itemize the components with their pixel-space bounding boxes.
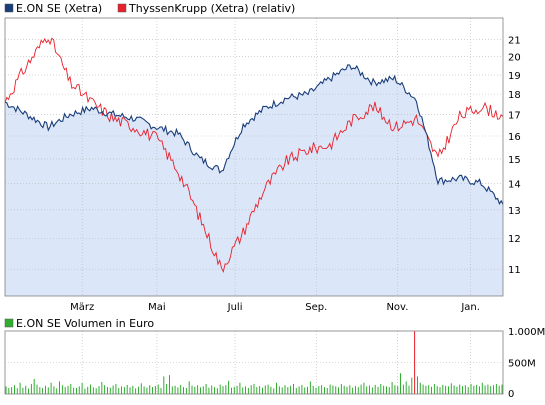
x-tick-label: Jan. bbox=[460, 302, 480, 313]
price-plot-area bbox=[4, 17, 504, 297]
x-tick-label: Sep. bbox=[305, 302, 327, 313]
y-tick-label: 19 bbox=[508, 71, 521, 82]
volume-tick-label: 1.000M bbox=[508, 327, 545, 338]
y-tick-label: 16 bbox=[508, 132, 521, 143]
x-tick-label: Nov. bbox=[386, 302, 408, 313]
eon-line bbox=[4, 64, 504, 205]
y-tick-label: 11 bbox=[508, 265, 521, 276]
x-tick-label: Juli bbox=[227, 302, 243, 313]
legend-swatch-thyssen bbox=[117, 3, 127, 13]
volume-legend: E.ON SE Volumen in Euro bbox=[4, 317, 154, 330]
y-tick-label: 13 bbox=[508, 206, 521, 217]
legend-label-thyssen: ThyssenKrupp (Xetra) (relativ) bbox=[128, 2, 295, 15]
x-tick-label: Mai bbox=[148, 302, 166, 313]
y-tick-label: 21 bbox=[508, 35, 521, 46]
plot-frame bbox=[4, 17, 504, 297]
main-legend: E.ON SE (Xetra) ThyssenKrupp (Xetra) (re… bbox=[4, 2, 295, 15]
y-tick-label: 18 bbox=[508, 90, 521, 101]
x-tick-label: März bbox=[70, 302, 94, 313]
y-tick-label: 15 bbox=[508, 155, 521, 166]
legend-swatch-volume bbox=[4, 318, 14, 328]
volume-tick-label: 500M bbox=[508, 359, 536, 370]
volume-axis-ticks: 1.000M 500M 0 bbox=[508, 327, 545, 400]
y-tick-label: 12 bbox=[508, 234, 521, 245]
y-tick-label: 20 bbox=[508, 53, 521, 64]
y-tick-label: 14 bbox=[508, 179, 521, 190]
legend-label-volume: E.ON SE Volumen in Euro bbox=[16, 317, 154, 330]
x-axis-ticks: März Mai Juli Sep. Nov. Jan. bbox=[70, 302, 480, 313]
y-tick-label: 17 bbox=[508, 110, 521, 121]
eon-area-fill bbox=[5, 64, 503, 296]
volume-frame bbox=[4, 330, 504, 395]
thyssen-line bbox=[4, 37, 504, 274]
volume-plot-area bbox=[4, 330, 504, 395]
volume-tick-label: 0 bbox=[508, 389, 514, 400]
legend-label-eon: E.ON SE (Xetra) bbox=[16, 2, 102, 15]
legend-swatch-eon bbox=[4, 3, 14, 13]
y-axis-ticks: 11 12 13 14 15 16 17 18 19 20 21 bbox=[508, 35, 521, 276]
